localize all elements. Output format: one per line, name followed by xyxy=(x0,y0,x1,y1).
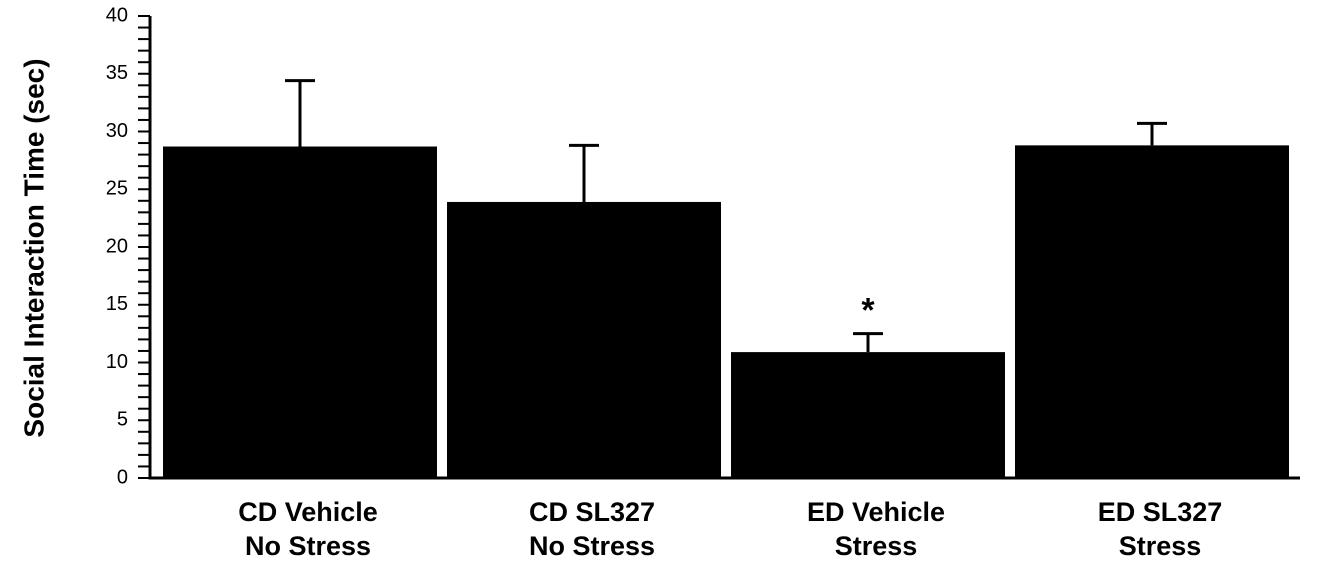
x-category-label: Stress xyxy=(1119,531,1202,561)
x-category-label: Stress xyxy=(835,531,918,561)
y-tick-label: 25 xyxy=(106,178,128,200)
x-category-label: No Stress xyxy=(529,531,655,561)
category-labels: CD Vehicle No Stress CD SL327 No Stress ED V… xyxy=(238,497,1222,561)
x-category-label: ED Vehicle xyxy=(807,497,945,527)
y-tick-label: 40 xyxy=(106,4,128,26)
bar xyxy=(731,352,1005,478)
y-tick-label: 30 xyxy=(106,120,128,142)
y-tick-label: 5 xyxy=(117,409,128,431)
y-tick-label: 20 xyxy=(106,235,128,257)
x-category-label: CD Vehicle xyxy=(238,497,378,527)
bar xyxy=(447,201,721,478)
bar xyxy=(163,146,437,478)
x-category-label: No Stress xyxy=(245,531,371,561)
y-tick-label: 10 xyxy=(106,351,128,373)
x-category-label: ED SL327 xyxy=(1098,497,1223,527)
y-tick-label: 0 xyxy=(117,466,128,488)
bar xyxy=(1015,145,1289,479)
significance-marker: * xyxy=(861,292,875,330)
x-category-label: CD SL327 xyxy=(529,497,655,527)
y-axis-title: Social Interaction Time (sec) xyxy=(18,58,49,437)
y-tick-label: 15 xyxy=(106,293,128,315)
bars: * xyxy=(163,79,1289,479)
y-tick-label: 35 xyxy=(106,62,128,84)
